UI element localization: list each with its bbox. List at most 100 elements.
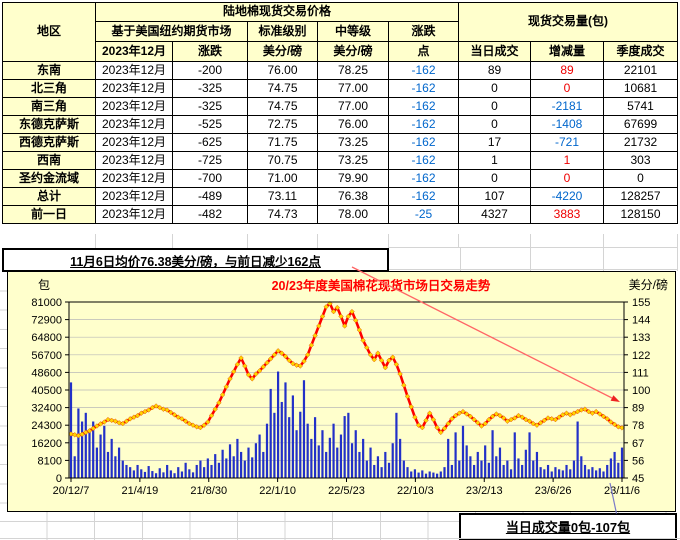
- callout-box[interactable]: 当日成交量0包-107包: [459, 513, 677, 540]
- cell-futures-change[interactable]: -200: [172, 61, 248, 80]
- header-delta[interactable]: 增减量: [530, 41, 604, 62]
- cell-futures-change[interactable]: -325: [172, 97, 248, 116]
- cell-delta-volume[interactable]: 89: [530, 61, 604, 80]
- cell-region[interactable]: 总计: [2, 187, 96, 206]
- cell-middle-price[interactable]: 79.90: [317, 169, 389, 188]
- cell-quarter-volume[interactable]: 128257: [603, 187, 678, 206]
- cell-delta-volume[interactable]: -721: [530, 133, 604, 152]
- cell-standard-price[interactable]: 74.75: [247, 79, 318, 98]
- cell-month[interactable]: 2023年12月: [95, 133, 173, 152]
- header-price-title[interactable]: 陆地棉现货交易价格: [95, 2, 459, 22]
- cell-quarter-volume[interactable]: 128150: [603, 205, 678, 224]
- cell-month[interactable]: 2023年12月: [95, 115, 173, 134]
- cell-month[interactable]: 2023年12月: [95, 79, 173, 98]
- header-change-sub[interactable]: 涨跌: [172, 41, 248, 62]
- cell-points-change[interactable]: -25: [388, 205, 459, 224]
- cell-quarter-volume[interactable]: 10681: [603, 79, 678, 98]
- cell-middle-price[interactable]: 77.00: [317, 79, 389, 98]
- cell-standard-price[interactable]: 74.75: [247, 97, 318, 116]
- cell-points-change[interactable]: -162: [388, 61, 459, 80]
- cell-standard-price[interactable]: 73.11: [247, 187, 318, 206]
- cell-points-change[interactable]: -162: [388, 187, 459, 206]
- cell-standard-price[interactable]: 70.75: [247, 151, 318, 170]
- cell-daily-volume[interactable]: 1: [458, 151, 531, 170]
- cell-month[interactable]: 2023年12月: [95, 187, 173, 206]
- header-unit-middle[interactable]: 美分/磅: [317, 41, 389, 62]
- cell-region[interactable]: 西德克萨斯: [2, 133, 96, 152]
- header-volume-title[interactable]: 现货交易量(包): [458, 2, 678, 42]
- cell-quarter-volume[interactable]: 21732: [603, 133, 678, 152]
- header-points[interactable]: 点: [388, 41, 459, 62]
- cell-middle-price[interactable]: 73.25: [317, 151, 389, 170]
- cell-daily-volume[interactable]: 89: [458, 61, 531, 80]
- cell-middle-price[interactable]: 73.25: [317, 133, 389, 152]
- cell-delta-volume[interactable]: -2181: [530, 97, 604, 116]
- cell-standard-price[interactable]: 76.00: [247, 61, 318, 80]
- note-box[interactable]: 11月6日均价76.38美分/磅，与前日减少162点: [2, 248, 389, 272]
- header-change[interactable]: 涨跌: [388, 21, 459, 42]
- cell-delta-volume[interactable]: 3883: [530, 205, 604, 224]
- header-unit-standard[interactable]: 美分/磅: [247, 41, 318, 62]
- cell-daily-volume[interactable]: 4327: [458, 205, 531, 224]
- cell-futures-change[interactable]: -625: [172, 133, 248, 152]
- cell-quarter-volume[interactable]: 0: [603, 169, 678, 188]
- cell-standard-price[interactable]: 74.73: [247, 205, 318, 224]
- cell-daily-volume[interactable]: 0: [458, 79, 531, 98]
- cell-quarter-volume[interactable]: 5741: [603, 97, 678, 116]
- header-middle-grade[interactable]: 中等级: [317, 21, 389, 42]
- cell-region[interactable]: 北三角: [2, 79, 96, 98]
- header-region[interactable]: 地区: [2, 2, 96, 62]
- cell-daily-volume[interactable]: 107: [458, 187, 531, 206]
- cell-points-change[interactable]: -162: [388, 133, 459, 152]
- cell-middle-price[interactable]: 76.38: [317, 187, 389, 206]
- cell-month[interactable]: 2023年12月: [95, 205, 173, 224]
- header-daily-volume[interactable]: 当日成交: [458, 41, 531, 62]
- cell-futures-change[interactable]: -525: [172, 115, 248, 134]
- cell-region[interactable]: 圣约金流域: [2, 169, 96, 188]
- cell-middle-price[interactable]: 76.00: [317, 115, 389, 134]
- cell-futures-change[interactable]: -482: [172, 205, 248, 224]
- cell-daily-volume[interactable]: 0: [458, 97, 531, 116]
- cell-daily-volume[interactable]: 0: [458, 169, 531, 188]
- cell-delta-volume[interactable]: -1408: [530, 115, 604, 134]
- cell-daily-volume[interactable]: 17: [458, 133, 531, 152]
- header-quarter-volume[interactable]: 季度成交: [603, 41, 678, 62]
- cell-region[interactable]: 东德克萨斯: [2, 115, 96, 134]
- cell-points-change[interactable]: -162: [388, 97, 459, 116]
- cell-region[interactable]: 东南: [2, 61, 96, 80]
- cell-delta-volume[interactable]: 0: [530, 79, 604, 98]
- cell-points-change[interactable]: -162: [388, 79, 459, 98]
- cell-standard-price[interactable]: 72.75: [247, 115, 318, 134]
- cell-standard-price[interactable]: 71.00: [247, 169, 318, 188]
- cell-delta-volume[interactable]: 0: [530, 169, 604, 188]
- cell-month[interactable]: 2023年12月: [95, 169, 173, 188]
- cell-quarter-volume[interactable]: 303: [603, 151, 678, 170]
- cell-points-change[interactable]: -162: [388, 151, 459, 170]
- cell-month[interactable]: 2023年12月: [95, 151, 173, 170]
- cell-standard-price[interactable]: 71.75: [247, 133, 318, 152]
- cell-middle-price[interactable]: 78.00: [317, 205, 389, 224]
- cell-region[interactable]: 前一日: [2, 205, 96, 224]
- right-tick-label: 144: [632, 315, 650, 327]
- cell-futures-change[interactable]: -489: [172, 187, 248, 206]
- cell-futures-change[interactable]: -700: [172, 169, 248, 188]
- cell-middle-price[interactable]: 77.00: [317, 97, 389, 116]
- header-month[interactable]: 2023年12月: [95, 41, 173, 62]
- cell-month[interactable]: 2023年12月: [95, 97, 173, 116]
- cell-daily-volume[interactable]: 0: [458, 115, 531, 134]
- cell-region[interactable]: 西南: [2, 151, 96, 170]
- header-standard-grade[interactable]: 标准级别: [247, 21, 318, 42]
- cell-quarter-volume[interactable]: 67699: [603, 115, 678, 134]
- cell-points-change[interactable]: -162: [388, 169, 459, 188]
- cell-futures-change[interactable]: -725: [172, 151, 248, 170]
- cell-futures-change[interactable]: -325: [172, 79, 248, 98]
- cell-month[interactable]: 2023年12月: [95, 61, 173, 80]
- cell-quarter-volume[interactable]: 22101: [603, 61, 678, 80]
- cell-delta-volume[interactable]: -4220: [530, 187, 604, 206]
- cell-middle-price[interactable]: 78.25: [317, 61, 389, 80]
- chart-object[interactable]: 20/23年度美国棉花现货市场日交易走势包美分/磅 81000 155 72900 14…: [7, 271, 676, 512]
- header-futures-market[interactable]: 基于美国纽约期货市场: [95, 21, 248, 42]
- cell-delta-volume[interactable]: 1: [530, 151, 604, 170]
- cell-region[interactable]: 南三角: [2, 97, 96, 116]
- cell-points-change[interactable]: -162: [388, 115, 459, 134]
